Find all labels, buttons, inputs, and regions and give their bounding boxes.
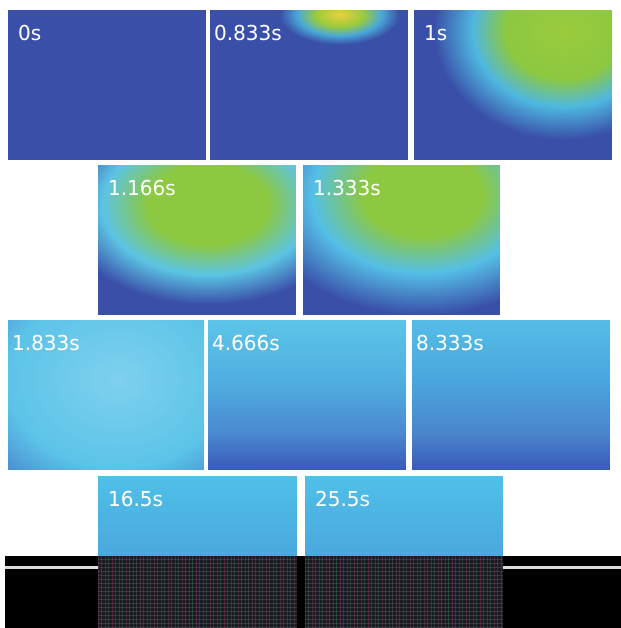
frame-label: 8.333s [416, 331, 484, 355]
frame-panel: 1.333s [303, 165, 500, 315]
frame-label: 1s [424, 21, 448, 45]
frame-panel: 1.166s [98, 165, 296, 315]
frame-panel: 16.5s [98, 476, 297, 556]
stripe [5, 566, 98, 569]
frame-label: 1.833s [12, 331, 80, 355]
noise-strip [305, 556, 503, 628]
frame-panel: 4.666s [208, 320, 406, 470]
frame-label: 16.5s [108, 487, 163, 511]
frame-panel: 1.833s [8, 320, 204, 470]
frame-label: 0s [18, 21, 42, 45]
frame-label: 4.666s [212, 331, 280, 355]
noise-strip [98, 556, 297, 628]
frame-label: 25.5s [315, 487, 370, 511]
stripe [503, 566, 621, 569]
frame-panel: 1s [414, 10, 612, 160]
frame-panel: 0s [8, 10, 206, 160]
frame-label: 1.333s [313, 176, 381, 200]
frame-label: 0.833s [214, 21, 282, 45]
frame-label: 1.166s [108, 176, 176, 200]
frame-panel: 8.333s [412, 320, 610, 470]
frame-panel: 0.833s [210, 10, 408, 160]
frame-panel: 25.5s [305, 476, 503, 556]
